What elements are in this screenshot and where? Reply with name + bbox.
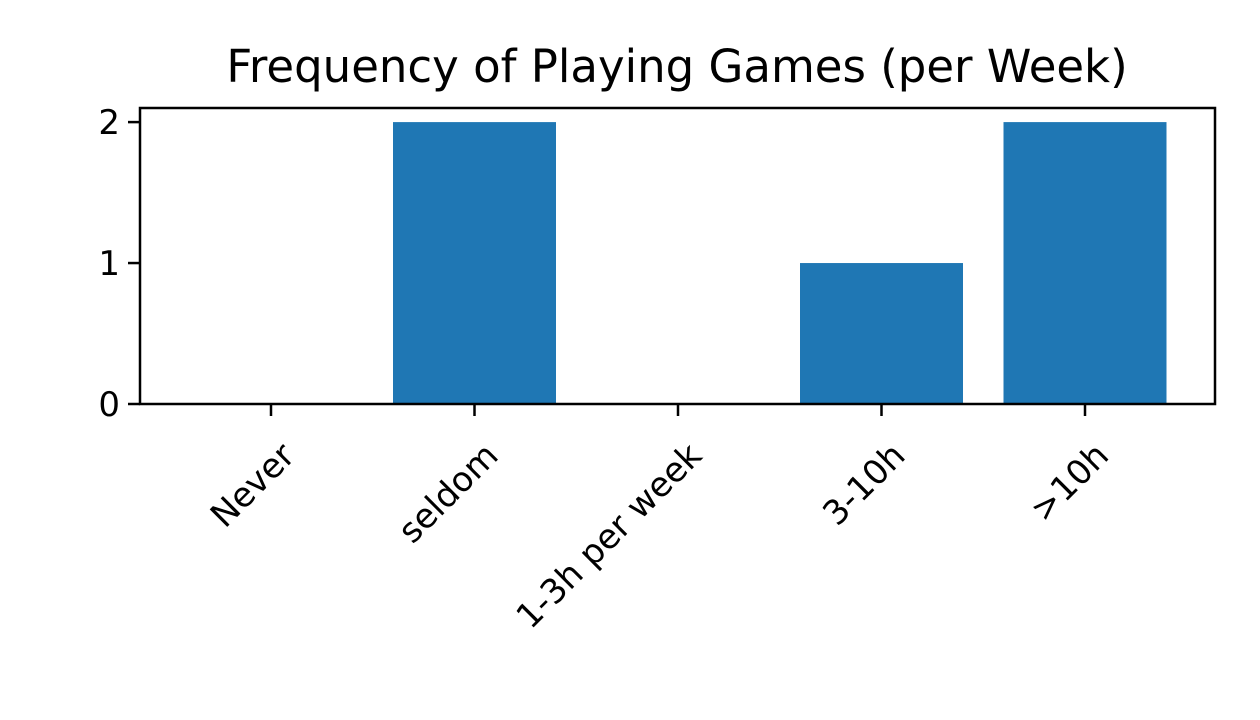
y-tick-label: 0 xyxy=(98,385,120,425)
x-tick-label: >10h xyxy=(1023,436,1117,530)
y-tick-label: 2 xyxy=(98,103,120,143)
plot-frame xyxy=(138,106,1217,406)
x-tick-label: Never xyxy=(203,436,303,536)
x-tick-label: 3-10h xyxy=(815,436,913,534)
y-tick-label: 1 xyxy=(98,244,120,284)
chart-title: Frequency of Playing Games (per Week) xyxy=(226,40,1127,93)
y-axis: 0 1 2 xyxy=(98,103,140,425)
bar-1 xyxy=(393,122,556,404)
bar-3 xyxy=(800,263,963,404)
x-tick-label: seldom xyxy=(391,436,507,552)
bar-4 xyxy=(1003,122,1167,404)
x-axis: Never seldom 1-3h per week 3-10h >10h xyxy=(203,404,1117,637)
x-tick-label: 1-3h per week xyxy=(509,435,710,636)
bars-group xyxy=(393,122,1167,404)
